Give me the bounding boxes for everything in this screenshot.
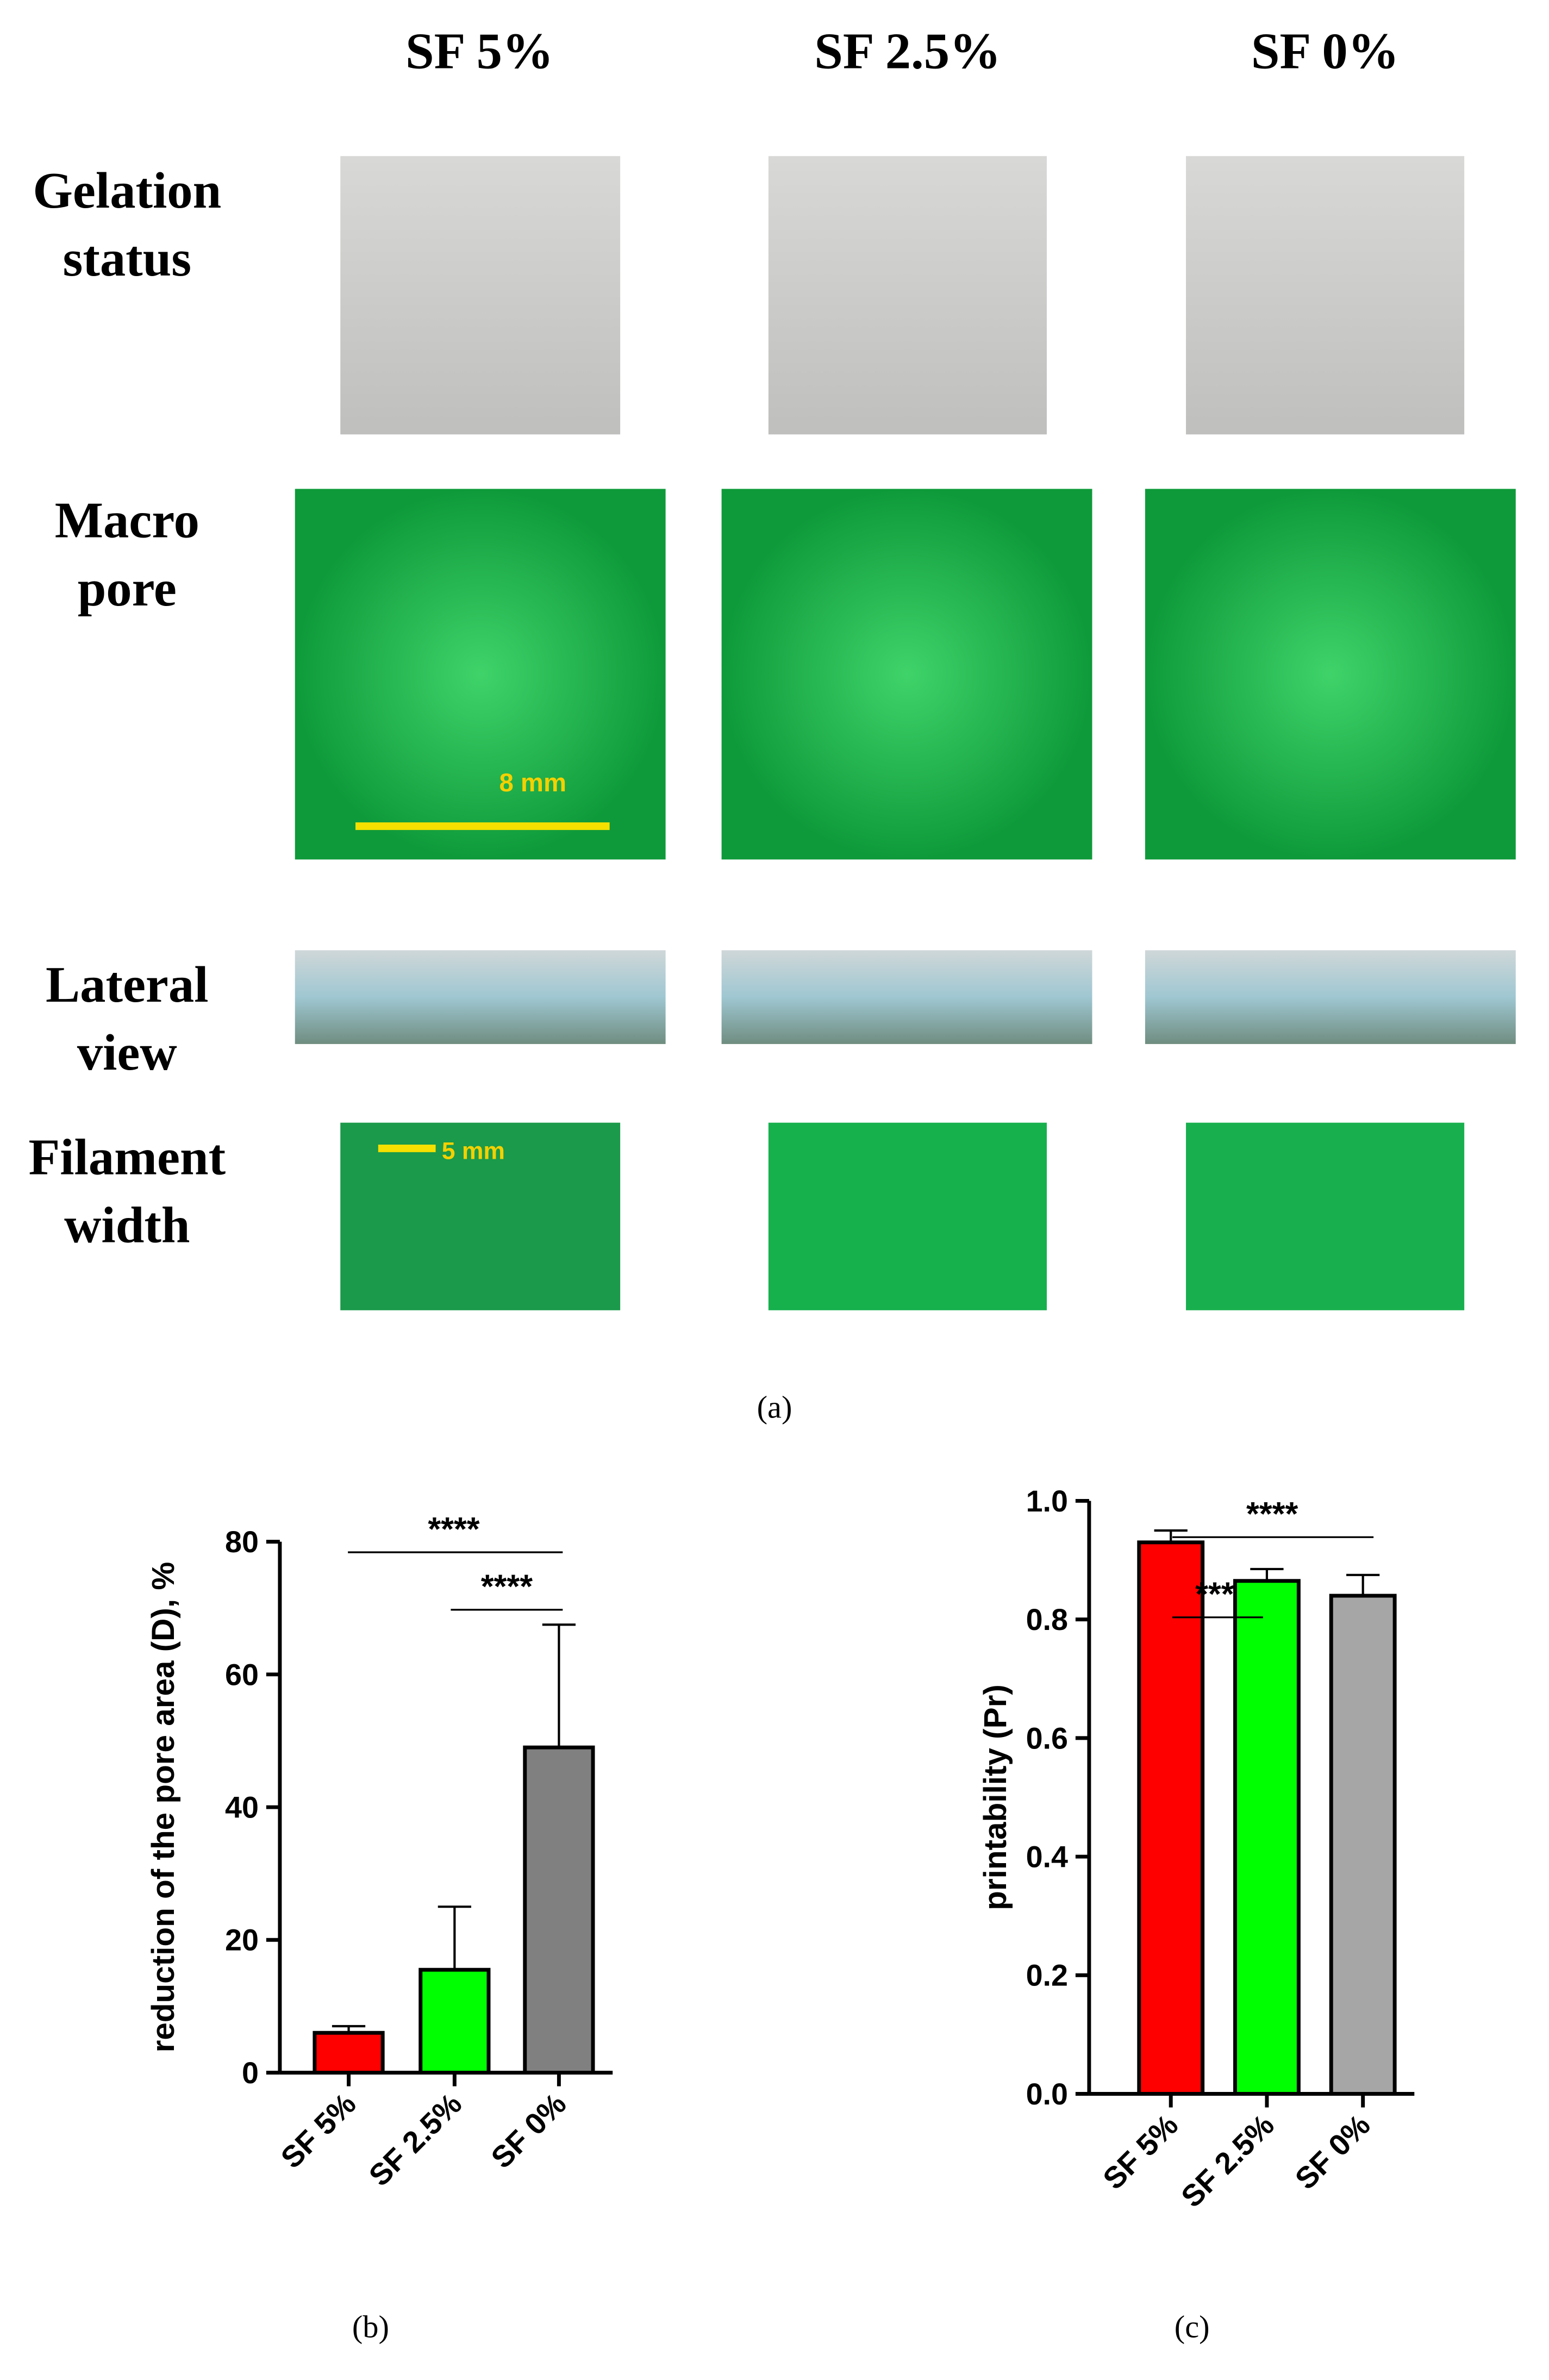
- photo: [1145, 489, 1516, 860]
- y-axis-label: printability (Pr): [978, 1684, 1013, 1910]
- y-tick-label: 80: [225, 1525, 259, 1559]
- row-label: pore: [78, 560, 177, 617]
- scale-label: 8 mm: [499, 769, 566, 797]
- x-tick-label: SF 2.5%: [363, 2087, 469, 2192]
- row-label: view: [77, 1025, 177, 1081]
- photos: 8 mm 5 mm: [295, 156, 1516, 1310]
- y-tick-label: 1.0: [1026, 1484, 1068, 1518]
- row-label: width: [64, 1197, 190, 1254]
- significance-label: ****: [481, 1568, 533, 1605]
- y-axis-label: reduction of the pore area (D), %: [146, 1562, 181, 2053]
- y-tick-label: 0: [242, 2056, 259, 2090]
- x-tick-label: SF 5%: [274, 2087, 363, 2175]
- scale-label: 5 mm: [442, 1138, 505, 1164]
- bar: [1329, 1594, 1397, 2096]
- row-label: Lateral: [46, 957, 209, 1013]
- x-tick-label: SF 0%: [485, 2087, 573, 2175]
- row-label: Macro: [55, 492, 199, 549]
- x-tick-label: SF 5%: [1096, 2108, 1184, 2196]
- caption: (b): [352, 2309, 389, 2345]
- bar: [1137, 1540, 1205, 2096]
- row-label: status: [63, 230, 192, 287]
- significance-label: ***: [1195, 1575, 1234, 1612]
- column-header: SF 5%: [405, 23, 553, 80]
- caption: (c): [1175, 2309, 1210, 2345]
- row-label: Gelation: [33, 163, 221, 219]
- row-label: Filament: [28, 1129, 226, 1185]
- bar: [313, 2031, 385, 2075]
- bar: [419, 1967, 491, 2075]
- y-tick-label: 60: [225, 1658, 259, 1691]
- column-header: SF 0%: [1251, 23, 1399, 80]
- photo: [340, 1122, 621, 1310]
- y-tick-label: 0.6: [1026, 1721, 1068, 1755]
- significance-label: ****: [428, 1510, 479, 1547]
- y-tick-label: 0.0: [1026, 2077, 1068, 2111]
- photo: [721, 489, 1092, 860]
- photo: [295, 489, 666, 860]
- photo: [768, 156, 1047, 435]
- y-tick-label: 40: [225, 1791, 259, 1825]
- y-tick-label: 0.8: [1026, 1603, 1068, 1636]
- caption: (a): [757, 1389, 792, 1425]
- x-tick-label: SF 0%: [1289, 2108, 1377, 2196]
- column-header: SF 2.5%: [814, 23, 1001, 80]
- photo: [1186, 1122, 1465, 1310]
- bar: [523, 1745, 595, 2075]
- y-tick-label: 0.4: [1026, 1840, 1068, 1874]
- photo: [1145, 950, 1516, 1044]
- photo: [340, 156, 621, 435]
- photo: [1186, 156, 1465, 435]
- significance-label: ****: [1246, 1495, 1298, 1532]
- photo: [768, 1122, 1047, 1310]
- x-tick-label: SF 2.5%: [1175, 2108, 1281, 2214]
- photo: [295, 950, 666, 1044]
- y-tick-label: 0.2: [1026, 1959, 1068, 1992]
- y-tick-label: 20: [225, 1923, 259, 1957]
- bar: [1233, 1579, 1301, 2096]
- photo: [721, 950, 1092, 1044]
